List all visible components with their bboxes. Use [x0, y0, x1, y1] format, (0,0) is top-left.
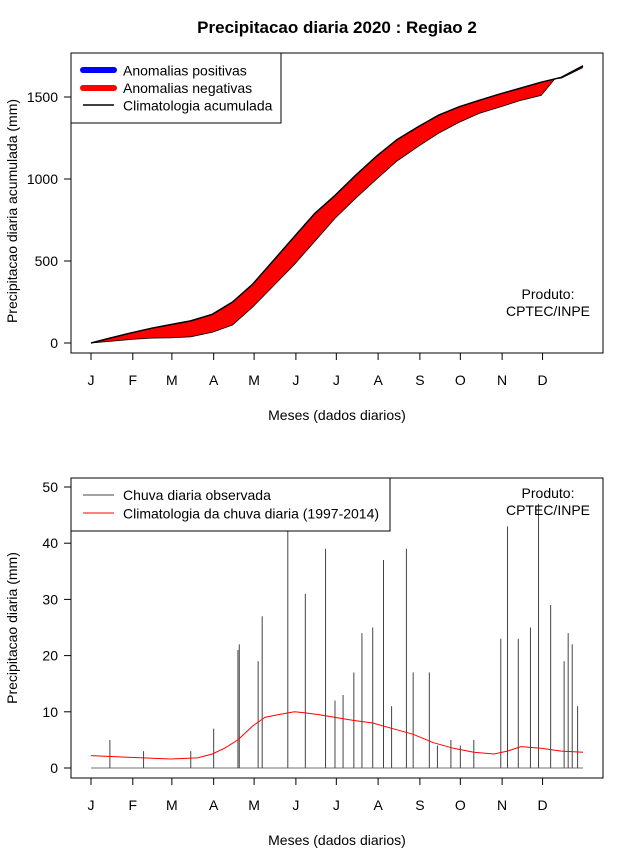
- credit-line-2: CPTEC/INPE: [506, 303, 590, 319]
- y-tick-label: 500: [35, 253, 59, 269]
- x-tick-label: N: [497, 372, 507, 388]
- x-tick-label: M: [248, 372, 260, 388]
- x-tick-label: J: [333, 372, 340, 388]
- y-tick-label: 40: [42, 535, 58, 551]
- x-tick-label: D: [537, 372, 547, 388]
- x-tick-label: D: [537, 797, 547, 813]
- x-tick-label: O: [455, 797, 466, 813]
- x-tick-label: A: [373, 797, 383, 813]
- y-axis: 0 10 20 30 40 50: [42, 479, 72, 776]
- credit-line-1: Produto:: [522, 286, 575, 302]
- y-tick-label: 0: [50, 335, 58, 351]
- x-axis-label: Meses (dados diarios): [268, 407, 406, 423]
- x-tick-label: M: [166, 797, 178, 813]
- x-tick-label: J: [88, 797, 95, 813]
- legend-box: [70, 477, 391, 532]
- legend: Chuva diaria observada Climatologia da c…: [70, 477, 391, 532]
- y-tick-label: 0: [50, 760, 58, 776]
- x-tick-label: A: [209, 372, 219, 388]
- negative-anomaly-area: [91, 65, 583, 344]
- x-tick-label: O: [455, 372, 466, 388]
- panel-cumulative: 0 500 1000 1500 J F M A M J J A S O N D Meses (dados d…: [4, 52, 604, 423]
- y-tick-label: 20: [42, 648, 58, 664]
- legend-label-climatology: Climatologia acumulada: [123, 98, 273, 114]
- x-tick-label: A: [209, 797, 219, 813]
- legend-label-positive: Anomalias positivas: [123, 63, 247, 79]
- anomaly-area-layer: [91, 65, 583, 344]
- x-tick-label: J: [88, 372, 95, 388]
- x-tick-label: F: [129, 372, 138, 388]
- climatology-line-layer: [90, 711, 584, 760]
- x-tick-label: J: [292, 372, 299, 388]
- legend-label-observed: Chuva diaria observada: [123, 487, 271, 503]
- x-tick-label: J: [292, 797, 299, 813]
- x-tick-label: N: [497, 797, 507, 813]
- y-axis-label: Precipitacao diaria acumulada (mm): [4, 99, 20, 323]
- legend-label-climatology: Climatologia da chuva diaria (1997-2014): [123, 506, 379, 522]
- x-tick-label: F: [129, 797, 138, 813]
- climatology-cumulative-line: [90, 65, 584, 344]
- y-tick-label: 10: [42, 704, 58, 720]
- x-tick-label: M: [248, 797, 260, 813]
- x-tick-label: S: [415, 372, 424, 388]
- x-tick-label: A: [373, 372, 383, 388]
- x-tick-label: S: [415, 797, 424, 813]
- panel-daily: 0 10 20 30 40 50 J F M A M J J A S O N D Meses (dados di…: [4, 477, 604, 848]
- y-tick-label: 1000: [27, 171, 58, 187]
- legend-label-negative: Anomalias negativas: [123, 80, 252, 96]
- y-tick-label: 1500: [27, 89, 58, 105]
- series-lines-layer: [90, 65, 584, 344]
- credit-line-1: Produto:: [522, 485, 575, 501]
- y-tick-label: 50: [42, 479, 58, 495]
- credit-line-2: CPTEC/INPE: [506, 502, 590, 518]
- x-axis-label: Meses (dados diarios): [268, 832, 406, 848]
- y-tick-label: 30: [42, 591, 58, 607]
- climatology-daily-line: [90, 711, 584, 760]
- x-tick-label: M: [166, 372, 178, 388]
- chart-title: Precipitacao diaria 2020 : Regiao 2: [197, 18, 477, 37]
- y-axis: 0 500 1000 1500: [27, 89, 72, 351]
- legend: Anomalias positivas Anomalias negativas …: [70, 52, 282, 124]
- y-axis-label: Precipitacao diaria (mm): [4, 552, 20, 704]
- observed-bars-layer: [91, 503, 583, 769]
- observed-cumulative-line: [90, 67, 584, 344]
- x-tick-label: J: [333, 797, 340, 813]
